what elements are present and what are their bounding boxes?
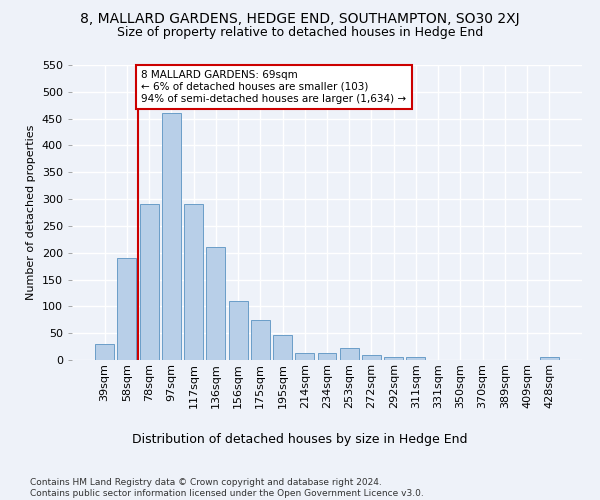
- Bar: [540, 358, 559, 360]
- Y-axis label: Number of detached properties: Number of detached properties: [26, 125, 36, 300]
- Text: Size of property relative to detached houses in Hedge End: Size of property relative to detached ho…: [117, 26, 483, 39]
- Bar: [340, 348, 359, 360]
- Bar: [184, 204, 203, 360]
- Bar: [384, 358, 403, 360]
- Text: Contains HM Land Registry data © Crown copyright and database right 2024.
Contai: Contains HM Land Registry data © Crown c…: [30, 478, 424, 498]
- Bar: [295, 353, 314, 360]
- Bar: [206, 248, 225, 360]
- Bar: [406, 358, 425, 360]
- Text: Distribution of detached houses by size in Hedge End: Distribution of detached houses by size …: [132, 432, 468, 446]
- Bar: [317, 353, 337, 360]
- Bar: [140, 204, 158, 360]
- Text: 8 MALLARD GARDENS: 69sqm
← 6% of detached houses are smaller (103)
94% of semi-d: 8 MALLARD GARDENS: 69sqm ← 6% of detache…: [142, 70, 406, 104]
- Bar: [251, 320, 270, 360]
- Bar: [362, 354, 381, 360]
- Bar: [95, 344, 114, 360]
- Text: 8, MALLARD GARDENS, HEDGE END, SOUTHAMPTON, SO30 2XJ: 8, MALLARD GARDENS, HEDGE END, SOUTHAMPT…: [80, 12, 520, 26]
- Bar: [162, 114, 181, 360]
- Bar: [118, 258, 136, 360]
- Bar: [273, 335, 292, 360]
- Bar: [229, 301, 248, 360]
